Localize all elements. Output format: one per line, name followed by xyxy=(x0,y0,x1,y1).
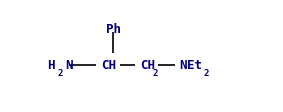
Text: Ph: Ph xyxy=(106,23,121,35)
Text: CH: CH xyxy=(140,59,155,72)
Text: N: N xyxy=(179,59,186,72)
Text: Et: Et xyxy=(187,59,202,72)
Text: N: N xyxy=(65,59,73,72)
Text: 2: 2 xyxy=(153,68,158,77)
Text: 2: 2 xyxy=(203,68,209,77)
Text: CH: CH xyxy=(101,59,116,72)
Text: H: H xyxy=(48,59,55,72)
Text: 2: 2 xyxy=(58,68,63,77)
